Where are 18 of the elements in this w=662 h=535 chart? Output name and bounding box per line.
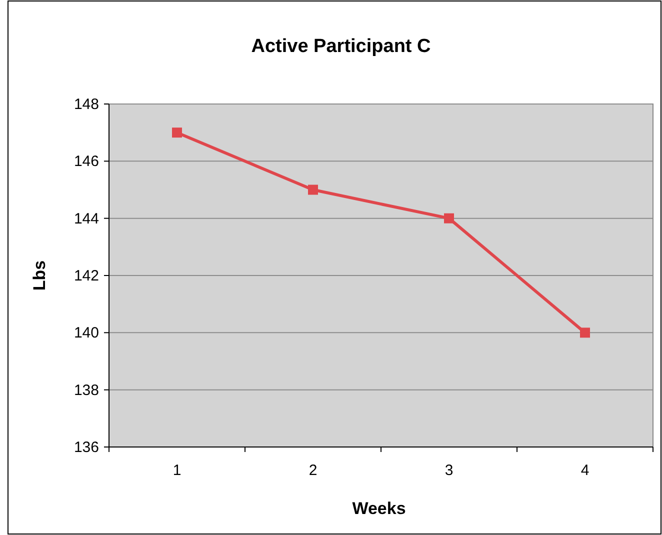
y-tick-label: 140 [74, 324, 99, 342]
y-tick-label: 144 [74, 210, 99, 228]
point [172, 128, 182, 138]
x-tick-label: 2 [308, 462, 318, 479]
point [580, 328, 590, 338]
point [444, 213, 454, 224]
y-axis-title: Lbs [30, 260, 49, 291]
x-tick-label: 1 [172, 462, 182, 479]
y-tick-label: 136 [74, 439, 99, 456]
y-tick-label: 146 [74, 153, 99, 170]
y-tick-label: 142 [74, 268, 99, 284]
point [308, 184, 318, 195]
x-tick-label: 3 [444, 462, 454, 479]
x-axis-title: Weeks [352, 499, 406, 518]
chart-title: Active Participant C [251, 36, 432, 57]
y-tick-label: 138 [74, 382, 99, 399]
x-tick-label: 4 [580, 462, 590, 479]
y-tick-label: 148 [74, 96, 99, 113]
